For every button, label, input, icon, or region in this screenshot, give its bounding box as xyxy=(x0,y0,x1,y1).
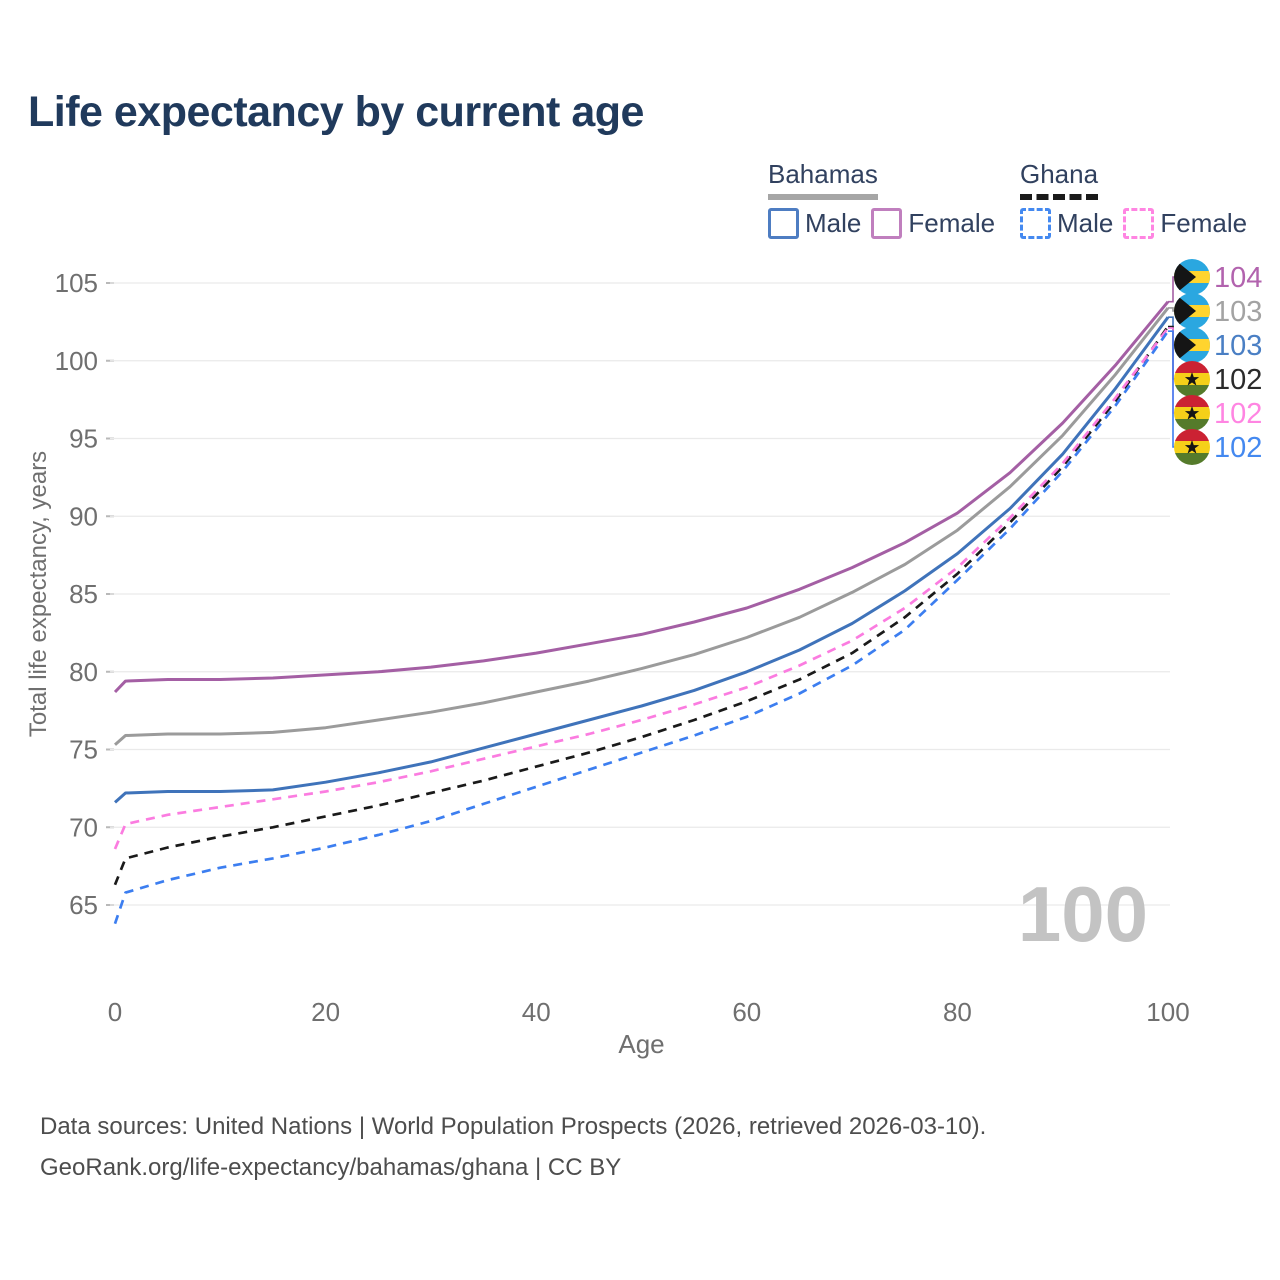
bahamas-flag-icon xyxy=(1174,259,1210,295)
y-tick-label: 95 xyxy=(69,424,98,454)
legend-label-ghana-male: Male xyxy=(1057,207,1114,238)
ghana-flag-icon xyxy=(1174,429,1210,465)
x-tick-label: 60 xyxy=(732,997,761,1027)
x-tick-label: 100 xyxy=(1146,997,1189,1027)
x-tick-label: 20 xyxy=(311,997,340,1027)
legend-label-bahamas-female: Female xyxy=(908,207,996,238)
legend-country-ghana: Ghana xyxy=(1020,159,1099,200)
end-value-label-ghana-all: 102 xyxy=(1214,364,1262,396)
series-ghana-all-line[interactable] xyxy=(113,325,1170,886)
end-value-label-ghana-male: 102 xyxy=(1214,432,1262,464)
y-axis-title: Total life expectancy, years xyxy=(25,451,52,737)
y-tick-label: 105 xyxy=(55,268,98,298)
legend-label-bahamas-male: Male xyxy=(805,207,862,238)
ghana-male-swatch-icon xyxy=(1020,207,1051,239)
legend-group-ghana: Ghana Male Female xyxy=(1020,159,1248,239)
y-tick-label: 90 xyxy=(69,501,98,531)
x-tick-label: 40 xyxy=(522,997,551,1027)
series-ghana-female-line[interactable] xyxy=(113,327,1170,850)
y-tick-label: 100 xyxy=(55,346,98,376)
x-axis-title: Age xyxy=(618,1029,664,1059)
end-value-label-bahamas-all: 103 xyxy=(1214,296,1262,328)
end-value-label-ghana-female: 102 xyxy=(1214,398,1262,430)
end-value-label-bahamas-female: 104 xyxy=(1214,262,1262,294)
legend-item-ghana-female[interactable]: Female xyxy=(1123,207,1248,239)
legend-item-bahamas-female[interactable]: Female xyxy=(871,207,996,239)
legend-country-bahamas: Bahamas xyxy=(768,159,878,200)
x-tick-label: 80 xyxy=(943,997,972,1027)
bahamas-flag-icon xyxy=(1174,293,1210,329)
y-tick-label: 85 xyxy=(69,579,98,609)
ghana-flag-icon xyxy=(1174,361,1210,397)
y-tick-label: 65 xyxy=(69,890,98,920)
legend-label-ghana-female: Female xyxy=(1160,207,1248,238)
x-tick-label: 0 xyxy=(108,997,122,1027)
series-bahamas-female-line[interactable] xyxy=(113,300,1170,694)
footer-data-sources: Data sources: United Nations | World Pop… xyxy=(40,1113,987,1140)
page-title: Life expectancy by current age xyxy=(28,88,644,136)
y-tick-label: 75 xyxy=(69,735,98,765)
series-ghana-male-line[interactable] xyxy=(113,330,1170,925)
end-value-label-bahamas-male: 103 xyxy=(1214,330,1262,362)
legend-item-bahamas-male[interactable]: Male xyxy=(768,207,862,239)
legend-items-ghana: Male Female xyxy=(1020,207,1248,239)
series-bahamas-all-line[interactable] xyxy=(114,306,1170,746)
legend-group-bahamas: Bahamas Male Female xyxy=(768,159,996,239)
footer-attribution: GeoRank.org/life-expectancy/bahamas/ghan… xyxy=(40,1154,622,1181)
bahamas-male-swatch-icon xyxy=(768,207,799,239)
y-tick-label: 80 xyxy=(69,657,98,687)
legend-item-ghana-male[interactable]: Male xyxy=(1020,207,1114,239)
footer: Data sources: United Nations | World Pop… xyxy=(40,1106,986,1188)
y-tick-label: 70 xyxy=(69,812,98,842)
ghana-flag-icon xyxy=(1174,395,1210,431)
bahamas-female-swatch-icon xyxy=(871,207,903,239)
ghana-female-swatch-icon xyxy=(1123,207,1155,239)
legend-items-bahamas: Male Female xyxy=(768,207,996,239)
bahamas-flag-icon xyxy=(1174,327,1210,363)
age-watermark: 100 xyxy=(1018,870,1148,958)
series-bahamas-male-line[interactable] xyxy=(113,316,1170,804)
